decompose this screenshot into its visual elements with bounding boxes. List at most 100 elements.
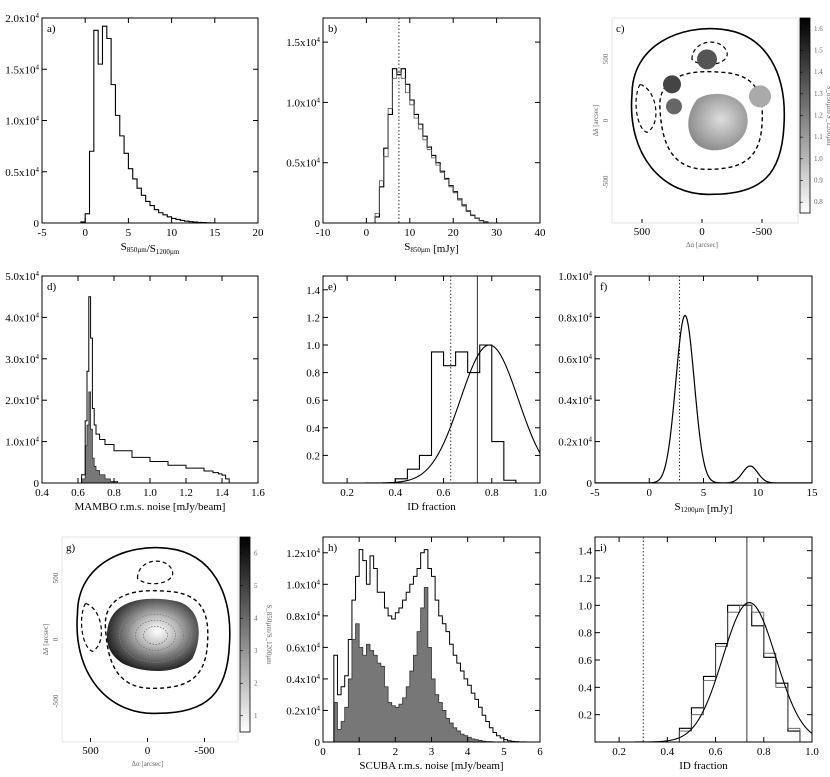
plot-area <box>80 25 216 223</box>
y-tick-label: 0.2 <box>306 450 320 462</box>
y-tick-label: 0.4x104 <box>558 394 592 407</box>
histogram-histogram-2 <box>678 604 801 742</box>
y-tick-label: 0.4 <box>578 682 592 694</box>
y-tick-label: 0.6x104 <box>558 353 592 366</box>
x-tick-label: 500 <box>634 226 651 238</box>
panel-label: c) <box>616 23 625 35</box>
noise-contour <box>119 608 192 663</box>
x-tick-label: 0.4 <box>660 746 674 758</box>
noise-contour <box>143 626 168 645</box>
x-tick-label: 0.8 <box>757 746 771 758</box>
y-tick-label: 0.6x104 <box>286 641 320 654</box>
axes-frame <box>594 275 813 484</box>
plot-area <box>323 276 540 483</box>
coverage-inner-contour <box>659 70 764 171</box>
x-axis-label: S850µm/S1200µm <box>121 241 180 256</box>
y-tick-label: 1.5x104 <box>5 63 39 76</box>
y-tick-label: 3.0x104 <box>5 353 39 366</box>
histogram-all <box>333 549 530 742</box>
x-tick-label: 0 <box>82 227 88 239</box>
plot-area <box>370 18 489 223</box>
y-tick-label: 2.0x104 <box>5 394 39 407</box>
colorbar-label: S_850µm/S_1200µm <box>265 604 273 665</box>
x-tick-label: 2 <box>393 746 399 758</box>
coverage-outer-contour <box>76 546 231 715</box>
y-tick-label: 1.4 <box>306 285 320 297</box>
plot-area <box>595 537 812 742</box>
y-tick-label: 4.0x104 <box>5 311 39 324</box>
colorbar-tick-label: 1 <box>254 712 258 720</box>
panel-c: 0.8 0.9 1.0 1.1 1.2 1.3 1.4 1.5 1.6 S_850µm/S_120… <box>592 17 830 249</box>
x-tick-label: 0 <box>320 746 326 758</box>
plot-area <box>595 276 812 483</box>
y-tick-label: 1.2 <box>578 573 592 585</box>
colorbar-tick-label: 1.5 <box>814 47 823 55</box>
colorbar-tick-label: 5 <box>254 582 258 590</box>
colorbar-tick-label: 0.8 <box>814 198 823 206</box>
x-tick-label: 20 <box>253 227 265 239</box>
x-axis-label: ID fraction <box>679 760 728 772</box>
panel-label: d) <box>47 281 57 293</box>
histogram-histogram <box>394 344 517 483</box>
y-tick-label: 0 <box>315 218 321 230</box>
colorbar-tick-label: 2 <box>254 679 258 687</box>
axes-frame <box>322 275 541 484</box>
y-tick-label: 1.0x104 <box>5 115 39 128</box>
panel-label: h) <box>328 542 338 554</box>
coverage-inner-contour <box>104 589 209 690</box>
x-tick-label: -500 <box>752 226 773 238</box>
gaussian-fit <box>595 602 812 742</box>
histogram-shaded <box>333 587 530 742</box>
axes-frame <box>41 275 259 484</box>
panel-label: i) <box>600 542 607 554</box>
panel-label: g) <box>66 542 76 554</box>
x-tick-label: 10 <box>404 227 416 239</box>
colorbar-label: S_850µm/S_1200µm <box>825 85 830 146</box>
x-tick-label: 0.6 <box>709 746 723 758</box>
histogram-all <box>80 25 216 223</box>
colorbar-tick-label: 1.4 <box>814 68 823 76</box>
panel-i: i) 0.2 0.4 0.6 0.8 1.0 0.2 0.4 0.6 0.8 1.0 1.2 1.4 ID… <box>578 536 819 772</box>
x-tick-label: 0 <box>364 227 370 239</box>
x-tick-label: 1.0 <box>805 746 819 758</box>
panel-label: f) <box>600 281 608 293</box>
y-tick-label: 0.5x104 <box>5 166 39 179</box>
y-axis-label: Δδ [arcsec] <box>592 105 600 137</box>
map-frame <box>61 536 239 743</box>
x-tick-label: -500 <box>194 745 215 757</box>
y-tick-label: 0.2x104 <box>286 704 320 717</box>
panel-b: b)-10 0 10 20 30 4000.5x1041.0x1041.5x104S850… <box>286 17 546 255</box>
ratio-map-blob <box>749 85 771 108</box>
y-tick-label: -500 <box>602 175 610 188</box>
y-tick-label: 1.5x104 <box>286 36 320 49</box>
x-tick-label: 1.2 <box>179 487 193 499</box>
colorbar-tick-label: 1.3 <box>814 90 823 98</box>
x-tick-label: 0.6 <box>437 487 451 499</box>
histogram-curve <box>595 314 812 483</box>
colorbar-tick-label: 0.9 <box>814 177 823 185</box>
colorbar-tick-label: 1.0 <box>814 155 823 163</box>
y-tick-label: 0.4 <box>306 423 320 435</box>
x-tick-label: 1.0 <box>143 487 157 499</box>
y-tick-label: 1.0x104 <box>286 578 320 591</box>
y-tick-label: 0 <box>587 478 593 490</box>
x-tick-label: 6 <box>537 746 543 758</box>
y-tick-label: 0 <box>34 478 40 490</box>
axes-frame <box>322 17 541 224</box>
map-frame <box>611 17 799 224</box>
x-axis-label: MAMBO r.m.s. noise [mJy/beam] <box>75 501 226 513</box>
y-tick-label: 1.0x104 <box>286 96 320 109</box>
y-tick-label: -500 <box>52 694 60 707</box>
x-tick-label: 0.8 <box>107 487 121 499</box>
panel-a: a)-5 0 5 10 15 2000.5x1041.0x1041.5x1042.0x10… <box>5 12 264 256</box>
x-tick-label: 0 <box>647 487 653 499</box>
y-tick-label: 0.8 <box>578 628 592 640</box>
noise-map-main <box>106 598 199 672</box>
panel-label: b) <box>328 23 338 35</box>
y-tick-label: 5.0x104 <box>5 270 39 283</box>
y-tick-label: 1.0 <box>306 340 320 352</box>
y-tick-label: 0.5x104 <box>286 157 320 170</box>
x-axis-label: SCUBA r.m.s. noise [mJy/beam] <box>359 760 503 772</box>
y-tick-label: 0.6 <box>306 395 320 407</box>
y-tick-label: 0 <box>34 218 40 230</box>
